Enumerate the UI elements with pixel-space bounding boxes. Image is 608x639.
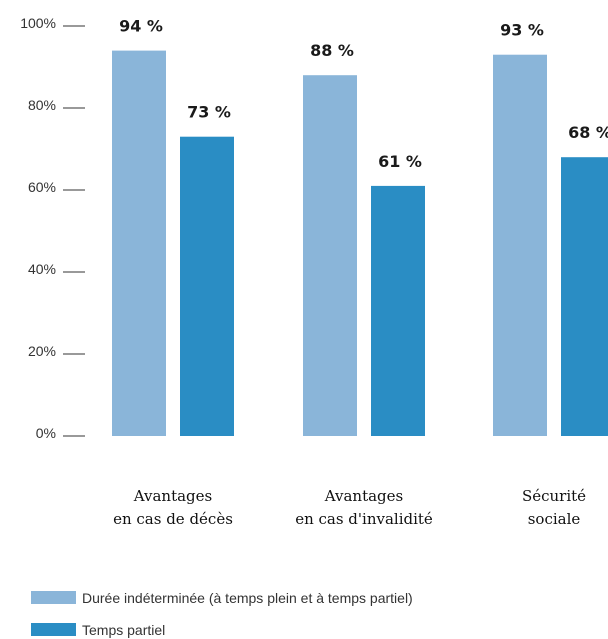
bar-temps-partiel-1 [371,185,425,436]
y-tick-label: 0% [36,425,56,441]
bar-value-label: 68 % [568,123,608,142]
category-label: Avantages [133,487,212,505]
legend-swatch [31,623,76,636]
category-label: Sécurité [522,487,586,505]
legend: Durée indéterminée (à temps plein et à t… [31,590,413,638]
y-tick-label: 40% [28,261,56,277]
value-labels: 94 % 88 % 93 % 73 % 61 % 68 % [119,17,608,171]
bar-value-label: 73 % [187,103,231,122]
bar-duree-indeterminee-1 [303,75,357,436]
bar-value-label: 61 % [378,152,422,171]
category-label: sociale [528,510,581,528]
y-tick-label: 60% [28,179,56,195]
y-tick-label: 100% [20,15,56,31]
legend-swatch [31,591,76,604]
category-label: en cas d'invalidité [295,510,433,528]
bar-temps-partiel-2 [561,157,608,436]
y-tick-label: 20% [28,343,56,359]
category-label: Avantages [324,487,403,505]
y-axis: 0% 20% 40% 60% 80% 100% [20,15,85,441]
bar-duree-indeterminee-2 [493,54,547,436]
category-labels: Avantages en cas de décès Avantages en cas … [113,487,586,528]
bar-temps-partiel-0 [180,136,234,436]
y-tick-label: 80% [28,97,56,113]
bar-value-label: 88 % [310,41,354,60]
bar-duree-indeterminee-0 [112,50,166,436]
bars [112,50,608,436]
legend-label: Temps partiel [82,622,165,638]
bar-value-label: 93 % [500,21,544,40]
legend-label: Durée indéterminée (à temps plein et à t… [82,590,413,606]
bar-value-label: 94 % [119,17,163,36]
category-label: en cas de décès [113,510,233,528]
